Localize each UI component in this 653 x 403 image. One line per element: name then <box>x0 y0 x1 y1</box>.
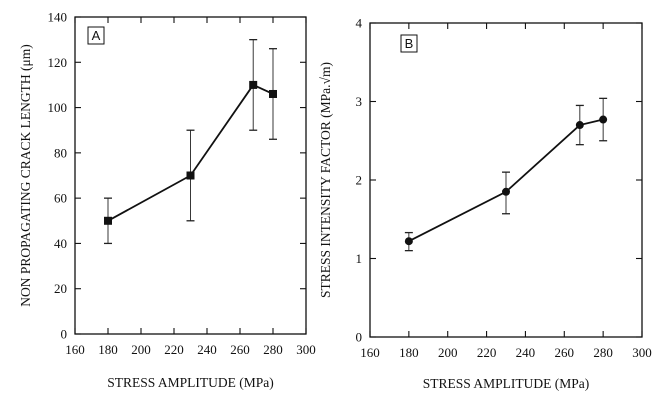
y-tick-label: 80 <box>54 145 67 160</box>
chart-panel-a: 160 180 200 220 240 260 280 300 0 20 40 60 80 100 120 1… <box>18 10 316 391</box>
x-tick-label: 160 <box>65 342 85 357</box>
x-tick-label: 240 <box>516 345 536 360</box>
y-tick-label: 1 <box>356 251 363 266</box>
x-tick-label: 180 <box>98 342 118 357</box>
x-tick-label: 200 <box>131 342 151 357</box>
data-point <box>575 121 584 130</box>
y-tick-label: 120 <box>48 55 68 70</box>
y-tick-label: 2 <box>356 173 363 188</box>
x-axis-title: STRESS AMPLITUDE (MPa) <box>107 375 274 390</box>
x-tick-label: 180 <box>399 345 419 360</box>
x-tick-label: 200 <box>438 345 458 360</box>
y-tick-label: 0 <box>356 330 363 345</box>
x-tick-label: 260 <box>230 342 250 357</box>
plot-frame <box>74 16 307 335</box>
x-tick-label: 220 <box>164 342 184 357</box>
series-line <box>408 118 604 243</box>
chart-panel-b: 160 180 200 220 240 260 280 300 0 1 2 3 4 STRESS AMPL… <box>318 16 652 392</box>
panel-label-box <box>400 34 418 53</box>
y-tick-label: 60 <box>54 191 67 206</box>
series-line <box>107 83 274 222</box>
data-point <box>599 115 608 124</box>
data-point <box>104 216 112 225</box>
x-tick-label: 280 <box>263 342 283 357</box>
x-tick-label: 220 <box>477 345 497 360</box>
data-point <box>502 187 510 196</box>
x-tick-label: 160 <box>360 345 380 360</box>
data-point <box>404 237 413 246</box>
y-tick-label: 100 <box>48 100 68 115</box>
data-point <box>249 80 258 89</box>
y-axis-title: STRESS INTENSITY FACTOR (MPa.√m) <box>318 62 333 298</box>
data-point <box>269 89 277 98</box>
y-tick-label: 3 <box>356 94 363 109</box>
x-axis-title: STRESS AMPLITUDE (MPa) <box>423 376 590 391</box>
y-tick-label: 4 <box>356 16 363 31</box>
x-tick-label: 280 <box>593 345 613 360</box>
y-tick-label: 140 <box>48 10 68 25</box>
y-axis-title: NON PROPAGATING CRACK LENGTH (μm) <box>18 44 33 307</box>
panel-label-box <box>87 26 105 45</box>
panel-label: A <box>92 28 101 43</box>
x-tick-label: 260 <box>555 345 575 360</box>
y-tick-label: 40 <box>54 236 67 251</box>
panel-label: B <box>405 36 414 51</box>
x-tick-label: 300 <box>632 345 652 360</box>
data-point <box>186 171 195 180</box>
y-tick-label: 0 <box>61 327 68 342</box>
x-tick-label: 300 <box>296 342 316 357</box>
y-tick-label: 20 <box>54 281 67 296</box>
x-tick-label: 240 <box>197 342 217 357</box>
